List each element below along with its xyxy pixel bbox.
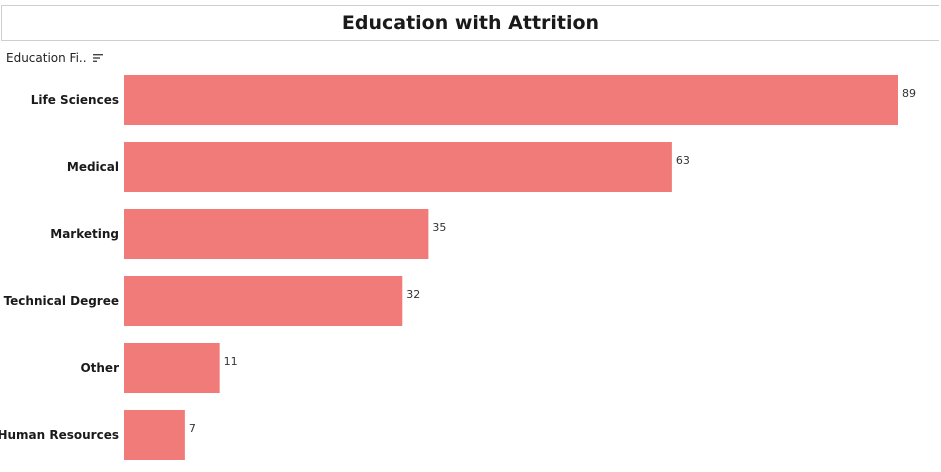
bar-technical-degree[interactable]	[124, 276, 403, 326]
sort-descending-icon[interactable]	[92, 52, 104, 64]
category-label: Life Sciences	[31, 93, 119, 107]
category-label: Marketing	[50, 227, 119, 241]
value-label: 89	[902, 87, 916, 100]
category-label: Human Resources	[0, 428, 119, 442]
category-label: Other	[80, 361, 119, 375]
chart-title: Education with Attrition	[341, 12, 600, 34]
bar-marketing[interactable]	[124, 209, 429, 259]
category-label: Technical Degree	[4, 294, 119, 308]
value-label: 11	[224, 355, 238, 368]
value-label: 35	[432, 221, 446, 234]
chart-title-box: Education with Attrition	[1, 5, 939, 41]
field-header[interactable]: Education Fi..	[6, 50, 104, 66]
bar-human-resources[interactable]	[124, 410, 185, 460]
value-label: 32	[406, 288, 420, 301]
bar-life-sciences[interactable]	[124, 75, 898, 125]
value-label: 63	[676, 154, 690, 167]
value-label: 7	[189, 422, 196, 435]
category-label: Medical	[67, 160, 119, 174]
bar-medical[interactable]	[124, 142, 672, 192]
bar-other[interactable]	[124, 343, 220, 393]
field-header-label: Education Fi..	[6, 51, 87, 65]
